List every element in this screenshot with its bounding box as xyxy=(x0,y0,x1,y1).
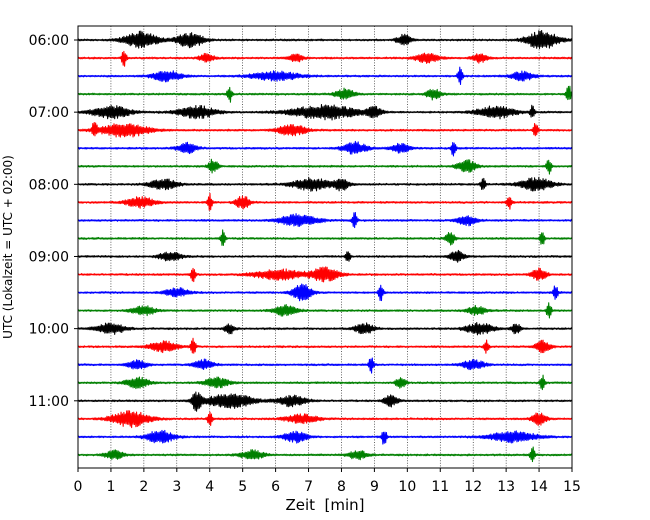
seismogram-trace xyxy=(77,85,573,103)
seismogram-trace xyxy=(77,192,573,211)
x-tick-label: 4 xyxy=(205,479,214,495)
seismogram-trace xyxy=(77,158,573,175)
x-tick-label: 13 xyxy=(497,479,515,495)
x-tick-label: 5 xyxy=(238,479,247,495)
seismogram-trace xyxy=(77,140,573,157)
y-axis-title: UTC (Lokalzeit = UTC + 02:00) xyxy=(1,155,15,339)
y-tick-label: 08:00 xyxy=(29,177,69,193)
seismogram-trace xyxy=(77,229,573,246)
seismogram-trace xyxy=(77,391,573,412)
seismogram-trace xyxy=(77,104,573,121)
y-tick-label: 10:00 xyxy=(29,322,69,338)
seismogram-trace xyxy=(77,50,573,67)
plot-background xyxy=(78,26,572,468)
seismogram-trace xyxy=(77,429,573,445)
y-tick-label: 06:00 xyxy=(29,33,69,49)
grid-lines xyxy=(110,26,540,468)
x-tick-label: 9 xyxy=(370,479,379,495)
x-tick-label: 2 xyxy=(139,479,148,495)
x-tick-label: 12 xyxy=(464,479,482,495)
seismogram-trace xyxy=(77,211,573,229)
y-axis-ticks: 06:00 07:00 08:00 09:00 10:00 11:00 xyxy=(29,33,78,410)
x-axis-ticks: 0 1 2 3 4 5 6 7 8 9 10 11 12 13 14 15 xyxy=(74,468,581,495)
x-tick-label: 1 xyxy=(106,479,115,495)
y-tick-label: 09:00 xyxy=(29,249,69,265)
seismogram-trace xyxy=(77,322,573,336)
seismogram-trace xyxy=(77,266,573,283)
x-tick-label: 11 xyxy=(431,479,449,495)
plot-frame xyxy=(77,25,573,469)
seismogram-trace xyxy=(77,337,573,354)
seismogram-trace xyxy=(77,66,573,85)
x-tick-label: 6 xyxy=(271,479,280,495)
x-tick-label: 0 xyxy=(74,479,83,495)
seismogram-trace xyxy=(77,446,573,463)
seismogram-trace xyxy=(77,283,573,302)
traces xyxy=(77,30,573,463)
x-tick-label: 15 xyxy=(563,479,581,495)
seismogram-trace xyxy=(77,410,573,429)
seismogram-trace xyxy=(77,302,573,319)
x-tick-label: 7 xyxy=(304,479,313,495)
seismogram-trace xyxy=(77,122,573,138)
x-tick-label: 14 xyxy=(530,479,548,495)
seismogram-trace xyxy=(77,30,573,49)
x-axis-title: Zeit [min] xyxy=(285,496,364,514)
seismogram-trace xyxy=(77,176,573,192)
seismogram-trace xyxy=(77,357,573,374)
seismogram-trace xyxy=(77,374,573,391)
x-tick-label: 10 xyxy=(398,479,416,495)
x-tick-label: 3 xyxy=(172,479,181,495)
y-tick-label: 11:00 xyxy=(29,394,69,410)
y-tick-label: 07:00 xyxy=(29,105,69,121)
seismogram-trace xyxy=(77,249,573,263)
x-tick-label: 8 xyxy=(337,479,346,495)
